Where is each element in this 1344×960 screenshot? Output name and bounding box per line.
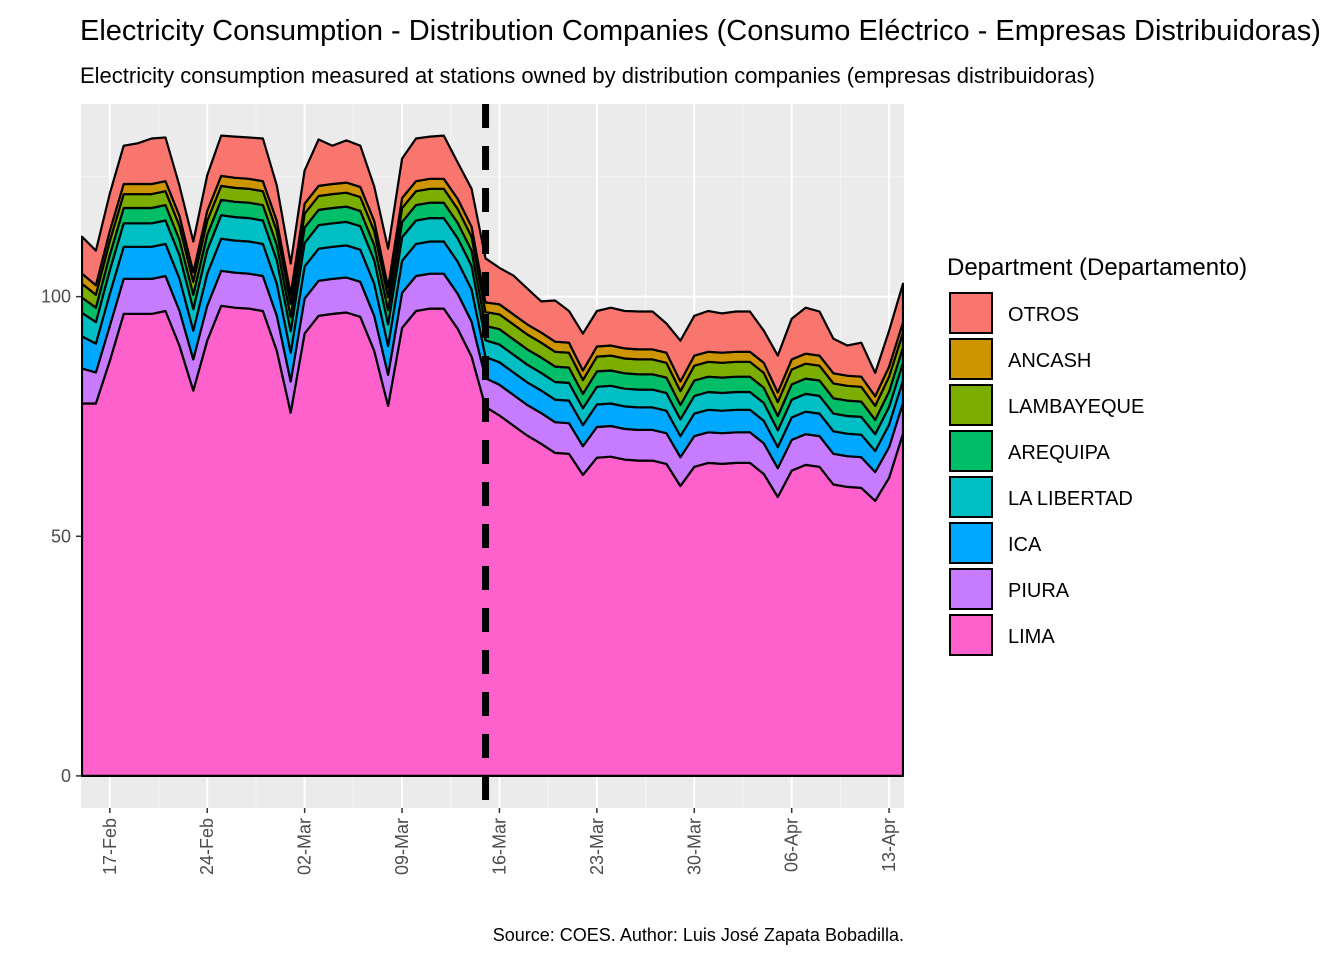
- legend-label: ICA: [1008, 534, 1042, 556]
- y-tick-label: 100: [41, 287, 71, 307]
- caption: Source: COES. Author: Luis José Zapata B…: [493, 925, 904, 945]
- legend-key: [949, 430, 993, 472]
- x-tick-label: 09-Mar: [392, 818, 412, 875]
- x-tick-label: 13-Apr: [879, 818, 899, 872]
- legend-label: AREQUIPA: [1008, 442, 1111, 464]
- x-tick-label: 06-Apr: [782, 818, 802, 872]
- legend-label: LA LIBERTAD: [1008, 488, 1133, 510]
- x-tick-label: 24-Feb: [197, 818, 217, 875]
- x-tick-label: 16-Mar: [489, 818, 509, 875]
- chart-subtitle: Electricity consumption measured at stat…: [80, 63, 1095, 88]
- legend-key: [949, 384, 993, 426]
- legend-key: [949, 522, 993, 564]
- chart-title: Electricity Consumption - Distribution C…: [80, 15, 1321, 47]
- legend-key: [949, 292, 993, 334]
- legend-key: [949, 614, 993, 656]
- legend-key: [949, 568, 993, 610]
- y-tick-label: 50: [51, 526, 71, 546]
- legend-label: LIMA: [1008, 626, 1055, 648]
- legend-key: [949, 338, 993, 380]
- legend-label: ANCASH: [1008, 350, 1091, 372]
- y-tick-label: 0: [61, 766, 71, 786]
- legend-label: PIURA: [1008, 580, 1070, 602]
- x-tick-label: 30-Mar: [684, 818, 704, 875]
- legend-label: OTROS: [1008, 304, 1079, 326]
- x-tick-label: 02-Mar: [295, 818, 315, 875]
- area: [81, 134, 904, 398]
- legend-key: [949, 476, 993, 518]
- legend-label: LAMBAYEQUE: [1008, 396, 1144, 418]
- legend-title: Department (Departamento): [947, 254, 1247, 281]
- x-tick-label: 23-Mar: [587, 818, 607, 875]
- x-tick-label: 17-Feb: [100, 818, 120, 875]
